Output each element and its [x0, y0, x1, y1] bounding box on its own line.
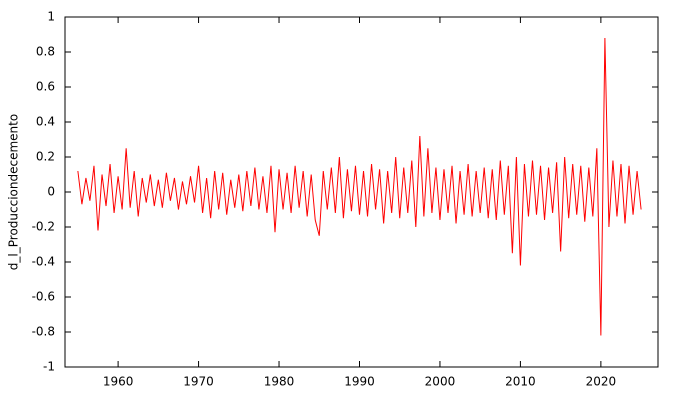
y-tick-label: -1 — [43, 360, 55, 374]
y-axis-label: d_l_Producciondecemento — [7, 114, 21, 270]
y-tick-label: 1 — [47, 10, 55, 24]
x-tick-label: 2000 — [425, 375, 456, 389]
y-tick-label: 0.8 — [36, 45, 55, 59]
y-tick-label: 0.6 — [36, 80, 55, 94]
x-tick-label: 2010 — [505, 375, 536, 389]
y-tick-label: -0.2 — [32, 220, 55, 234]
y-tick-label: -0.6 — [32, 290, 55, 304]
x-tick-label: 1960 — [103, 375, 134, 389]
y-tick-label: 0 — [47, 185, 55, 199]
y-tick-label: 0.2 — [36, 150, 55, 164]
y-tick-label: 0.4 — [36, 115, 55, 129]
x-tick-label: 1980 — [264, 375, 295, 389]
y-tick-label: -0.8 — [32, 325, 55, 339]
series-line — [77, 37, 642, 336]
x-tick-label: 1970 — [183, 375, 214, 389]
x-tick-label: 1990 — [344, 375, 375, 389]
x-tick-label: 2020 — [586, 375, 617, 389]
y-tick-label: -0.4 — [32, 255, 55, 269]
